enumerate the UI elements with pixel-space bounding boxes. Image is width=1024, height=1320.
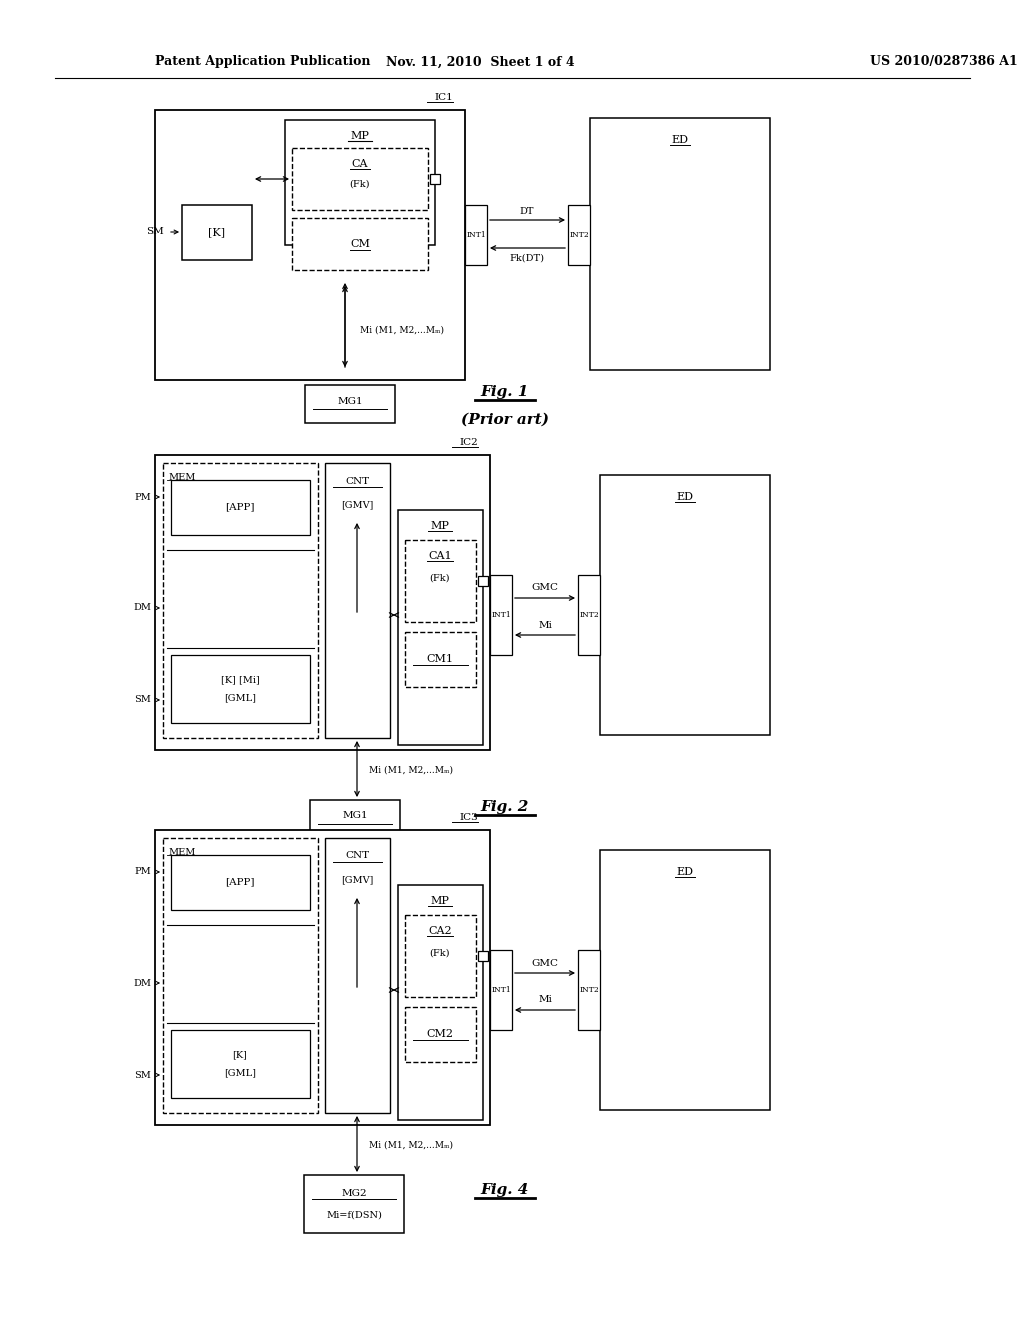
Text: CNT: CNT: [345, 851, 369, 861]
Text: Mi=f(DSN): Mi=f(DSN): [326, 1210, 382, 1220]
Bar: [600, 850, 770, 1110]
Text: CNT: CNT: [345, 477, 369, 486]
Text: INT2: INT2: [569, 231, 589, 239]
Text: MG2: MG2: [341, 1188, 367, 1197]
Text: PM: PM: [134, 492, 151, 502]
Text: Fig. 4: Fig. 4: [481, 1183, 529, 1197]
Bar: [578, 950, 600, 1030]
Text: SM: SM: [146, 227, 164, 236]
Bar: [310, 800, 400, 838]
Bar: [568, 205, 590, 265]
Bar: [600, 475, 770, 735]
Bar: [171, 1030, 310, 1098]
Text: Mi (M1, M2,...Mₘ): Mi (M1, M2,...Mₘ): [360, 326, 444, 334]
Text: IC3: IC3: [459, 813, 478, 822]
Text: ED: ED: [677, 867, 693, 876]
Text: MP: MP: [430, 896, 450, 906]
Bar: [325, 463, 390, 738]
Bar: [304, 1175, 404, 1233]
Text: PM: PM: [134, 867, 151, 876]
Bar: [406, 540, 476, 622]
Text: Mi (M1, M2,...Mₘ): Mi (M1, M2,...Mₘ): [369, 766, 453, 775]
Text: DM: DM: [133, 603, 151, 612]
Bar: [182, 205, 252, 260]
Text: US 2010/0287386 A1: US 2010/0287386 A1: [870, 55, 1018, 69]
Text: [GML]: [GML]: [224, 1068, 256, 1077]
Bar: [406, 632, 476, 686]
Bar: [292, 148, 428, 210]
Text: CA1: CA1: [428, 550, 452, 561]
Text: (Fk): (Fk): [430, 573, 451, 582]
Text: MP: MP: [430, 521, 450, 531]
Bar: [171, 480, 310, 535]
Text: MG1: MG1: [337, 396, 362, 405]
Text: Fk(DT): Fk(DT): [510, 253, 545, 263]
Text: CA: CA: [352, 158, 369, 169]
Text: GMC: GMC: [531, 958, 558, 968]
Text: GMC: GMC: [531, 583, 558, 593]
Text: [APP]: [APP]: [225, 503, 255, 511]
Text: Mi: Mi: [538, 620, 552, 630]
Bar: [171, 655, 310, 723]
Bar: [155, 455, 490, 750]
Bar: [406, 1007, 476, 1063]
Bar: [465, 205, 487, 265]
Bar: [398, 510, 483, 744]
Text: CM: CM: [350, 239, 370, 249]
Bar: [171, 855, 310, 909]
Text: INT1: INT1: [492, 611, 511, 619]
Text: MG1: MG1: [342, 812, 368, 821]
Text: Fig. 2: Fig. 2: [481, 800, 529, 814]
Text: Patent Application Publication: Patent Application Publication: [155, 55, 371, 69]
Text: Mi (M1, M2,...Mₘ): Mi (M1, M2,...Mₘ): [369, 1140, 453, 1150]
Text: CM1: CM1: [427, 653, 454, 664]
Bar: [292, 218, 428, 271]
Text: MEM: MEM: [168, 847, 196, 857]
Text: DT: DT: [520, 207, 535, 216]
Text: [APP]: [APP]: [225, 878, 255, 887]
Text: DM: DM: [133, 978, 151, 987]
Text: (Fk): (Fk): [430, 949, 451, 957]
Text: MEM: MEM: [168, 473, 196, 482]
Text: [K] [Mi]: [K] [Mi]: [220, 676, 259, 685]
Text: [GMV]: [GMV]: [341, 500, 373, 510]
Text: Mi: Mi: [538, 995, 552, 1005]
Text: Nov. 11, 2010  Sheet 1 of 4: Nov. 11, 2010 Sheet 1 of 4: [386, 55, 574, 69]
Bar: [490, 950, 512, 1030]
Text: INT2: INT2: [580, 986, 599, 994]
Text: Fig. 1: Fig. 1: [481, 385, 529, 399]
Bar: [155, 830, 490, 1125]
Text: INT1: INT1: [492, 986, 511, 994]
Text: CA2: CA2: [428, 927, 452, 936]
Text: MP: MP: [350, 131, 370, 141]
Bar: [406, 915, 476, 997]
Bar: [163, 463, 318, 738]
Bar: [578, 576, 600, 655]
Text: [K]: [K]: [209, 227, 225, 238]
Bar: [155, 110, 465, 380]
Bar: [163, 838, 318, 1113]
Text: IC1: IC1: [434, 92, 453, 102]
Text: SM: SM: [134, 696, 151, 705]
Bar: [490, 576, 512, 655]
Bar: [398, 884, 483, 1119]
Text: ED: ED: [677, 492, 693, 502]
Text: [GML]: [GML]: [224, 693, 256, 702]
Bar: [590, 117, 770, 370]
Text: INT2: INT2: [580, 611, 599, 619]
Text: IC2: IC2: [459, 438, 478, 447]
Text: (Prior art): (Prior art): [461, 413, 549, 426]
Bar: [305, 385, 395, 422]
Text: [K]: [K]: [232, 1051, 248, 1060]
Text: ED: ED: [672, 135, 688, 145]
Text: (Fk): (Fk): [350, 180, 371, 189]
Text: CM2: CM2: [427, 1030, 454, 1039]
Bar: [285, 120, 435, 246]
Text: [GMV]: [GMV]: [341, 875, 373, 884]
Text: SM: SM: [134, 1071, 151, 1080]
Text: INT1: INT1: [466, 231, 485, 239]
Bar: [325, 838, 390, 1113]
